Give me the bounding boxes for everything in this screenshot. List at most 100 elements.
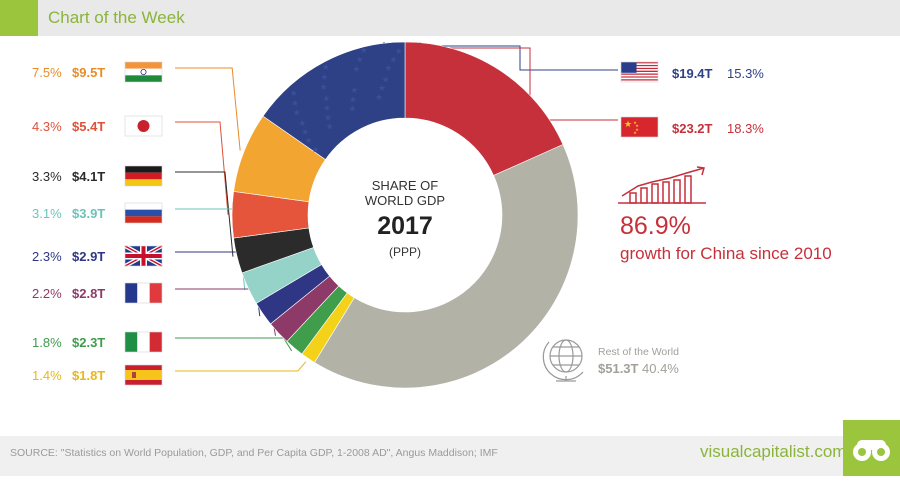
center-subtitle: (PPP): [389, 245, 421, 259]
us-slice-star: ★: [348, 104, 356, 114]
gdp-donut-chart: ★★★★★★★ ★★★★★★★★ ★★★★★★★★ ★★★ SHARE OF WORL…: [32, 41, 832, 389]
binoculars-logo-svg: [853, 440, 890, 461]
russia-flag: [124, 202, 163, 224]
label-value: $5.4T: [72, 119, 105, 134]
label-percent: 3.1%: [32, 206, 62, 221]
source-text: SOURCE: "Statistics on World Population,…: [10, 447, 498, 459]
globe-icon: [542, 339, 584, 382]
center-title-line2: WORLD GDP: [365, 193, 445, 208]
label-value: $4.1T: [72, 169, 105, 184]
footer: SOURCE: "Statistics on World Population,…: [0, 420, 900, 476]
right-label-united-states: $19.4T 15.3%: [620, 61, 764, 83]
rest-of-world-label: Rest of the World $51.3T 40.4%: [542, 339, 679, 382]
label-value: $19.4T: [672, 66, 713, 81]
usa-flag: [620, 61, 659, 83]
left-label-france: 2.2% $2.8T: [32, 282, 163, 304]
connector-japan: [175, 121, 229, 215]
us-slice-star: ★: [320, 72, 328, 82]
label-percent: 7.5%: [32, 65, 62, 80]
connector-spain: [175, 361, 307, 372]
slice-rest-of-the-world: [314, 144, 579, 389]
germany-flag: [124, 165, 163, 187]
us-slice-star: ★: [360, 45, 368, 55]
us-slice-star: ★: [291, 98, 299, 108]
india-flag: [124, 61, 163, 83]
brand-link[interactable]: visualcapitalist.com: [700, 442, 847, 461]
connector-italy: [175, 337, 293, 352]
us-slice-star: ★: [324, 112, 332, 122]
growth-caption: growth for China since 2010: [620, 244, 832, 263]
label-value: $2.3T: [72, 335, 105, 350]
italy-flag: [124, 331, 163, 353]
binoculars-icon[interactable]: [843, 420, 900, 476]
svg-text:★: ★: [633, 120, 637, 125]
donut-slices: ★★★★★★★ ★★★★★★★★ ★★★★★★★★ ★★★: [231, 41, 579, 389]
label-percent: 4.3%: [32, 119, 62, 134]
rest-of-world-value: $51.3T: [598, 361, 639, 376]
growth-annotation: 86.9% growth for China since 2010: [618, 166, 832, 263]
svg-text:★: ★: [635, 127, 639, 132]
left-label-japan: 4.3% $5.4T: [32, 115, 163, 137]
label-value: $3.9T: [72, 206, 105, 221]
us-slice-star: ★: [322, 62, 330, 72]
japan-flag: [124, 115, 163, 137]
right-label-china: ★ ★★★★ $23.2T 18.3%: [620, 116, 764, 138]
label-value: $2.9T: [72, 249, 105, 264]
rest-of-world-pct: 40.4%: [642, 361, 679, 376]
label-percent: 3.3%: [32, 169, 62, 184]
china-flag: ★ ★★★★: [620, 116, 659, 138]
growth-chart-icon: [618, 166, 706, 204]
us-slice-star: ★: [350, 85, 358, 95]
us-slice-star: ★: [389, 54, 397, 64]
us-slice-star: ★: [395, 46, 403, 56]
left-label-germany: 3.3% $4.1T: [32, 165, 163, 187]
label-percent: 1.4%: [32, 368, 62, 383]
us-slice-star: ★: [322, 94, 330, 104]
label-percent: 18.3%: [727, 121, 764, 136]
label-value: $1.8T: [72, 368, 105, 383]
chart-of-the-week-title: Chart of the Week: [48, 8, 185, 27]
left-label-italy: 1.8% $2.3T: [32, 331, 163, 353]
label-percent: 2.2%: [32, 286, 62, 301]
donut-hole: [308, 118, 502, 312]
left-label-india: 7.5% $9.5T: [32, 61, 163, 83]
us-slice-star: ★: [305, 136, 313, 146]
us-slice-star: ★: [290, 88, 298, 98]
france-flag: [124, 282, 163, 304]
us-slice-star: ★: [382, 74, 390, 84]
us-slice-star: ★: [375, 92, 383, 102]
svg-text:★: ★: [633, 130, 637, 135]
us-slice-star: ★: [312, 145, 320, 155]
us-slice-star: ★: [349, 94, 357, 104]
center-year: 2017: [377, 212, 433, 240]
uk-flag: [124, 244, 163, 268]
svg-text:★: ★: [635, 123, 639, 128]
center-title-line1: SHARE OF: [372, 178, 439, 193]
us-slice-star: ★: [378, 83, 386, 93]
left-label-united-kingdom: 2.3% $2.9T: [32, 244, 163, 268]
growth-percent: 86.9%: [620, 212, 691, 240]
us-slice-star: ★: [323, 103, 331, 113]
rest-of-world-title: Rest of the World: [598, 346, 679, 358]
label-percent: 15.3%: [727, 66, 764, 81]
us-slice-star: ★: [301, 127, 309, 137]
header-band: Chart of the Week: [0, 0, 900, 36]
us-slice-star: ★: [356, 55, 364, 65]
us-slice-star: ★: [320, 82, 328, 92]
us-slice-star: ★: [384, 63, 392, 73]
svg-text:★: ★: [624, 119, 632, 129]
us-slice-star: ★: [293, 108, 301, 118]
right-labels: $19.4T 15.3% ★ ★★★★ $23.2T 18.3%: [620, 61, 764, 138]
left-label-russia: 3.1% $3.9T: [32, 202, 163, 224]
spain-flag: [124, 364, 163, 386]
label-value: $9.5T: [72, 65, 105, 80]
us-slice-star: ★: [352, 64, 360, 74]
left-labels: 7.5% $9.5T 4.3% $5.4T 3.3% $4.1T 3.1% $3.9T 2.3%…: [32, 61, 163, 386]
label-value: $23.2T: [672, 121, 713, 136]
chart-stage: ★ ★ ★ ★ ★ ★ ★ ★ ★ ★ ★ ★ ★ ★ ★ ★ ★ ★ ★ ★ ★ ★ ★ ★ ★ ★ SHARE OF WORL…: [0, 36, 900, 436]
header-accent: [0, 0, 38, 36]
connector-germany: [175, 171, 234, 257]
donut-center: SHARE OF WORLD GDP 2017 (PPP): [308, 118, 502, 312]
us-slice-star: ★: [326, 121, 334, 131]
label-percent: 1.8%: [32, 335, 62, 350]
